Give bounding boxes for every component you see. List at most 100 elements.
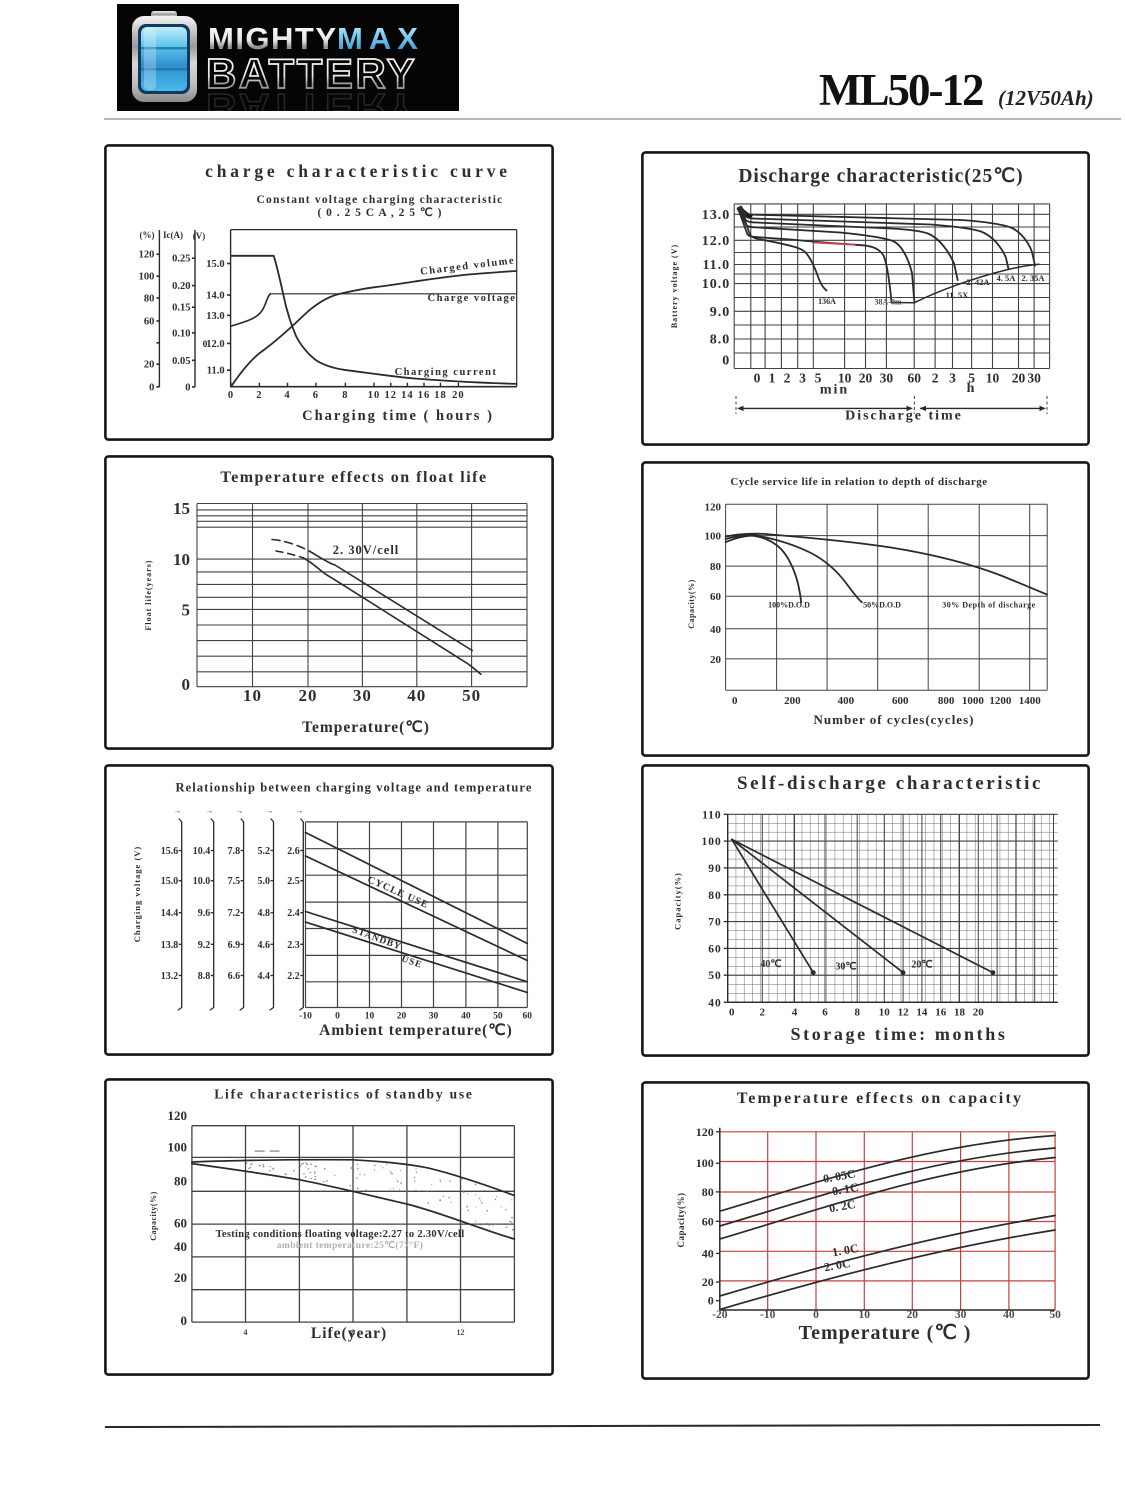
svg-text:8: 8 [342, 390, 348, 401]
svg-text:15.6: 15.6 [161, 846, 179, 857]
svg-text:50: 50 [708, 970, 722, 982]
svg-text:8: 8 [351, 1328, 355, 1337]
svg-text:0.15: 0.15 [172, 303, 190, 314]
svg-text:7.5: 7.5 [228, 876, 241, 887]
svg-text:0. 1C: 0. 1C [831, 1180, 860, 1198]
svg-text:2. 30V/cell: 2. 30V/cell [333, 543, 400, 557]
svg-text:9.6: 9.6 [198, 908, 211, 919]
svg-text:2. 0C: 2. 0C [823, 1256, 852, 1274]
svg-text:14: 14 [401, 390, 414, 401]
svg-text:7.2: 7.2 [228, 908, 241, 919]
svg-text:40℃: 40℃ [760, 959, 781, 970]
svg-text:0. 2C: 0. 2C [828, 1197, 857, 1215]
svg-text:0: 0 [729, 1007, 735, 1019]
svg-text:15: 15 [173, 499, 190, 518]
svg-text:0: 0 [732, 695, 738, 707]
svg-text:100%D.O.D: 100%D.O.D [768, 601, 810, 610]
svg-text:1. 0C: 1. 0C [831, 1241, 860, 1259]
svg-text:Life(year): Life(year) [311, 1325, 387, 1342]
svg-text:10: 10 [879, 1007, 891, 1019]
svg-text:30: 30 [429, 1012, 439, 1022]
svg-text:12: 12 [898, 1007, 910, 1019]
svg-text:10.0: 10.0 [702, 277, 731, 292]
svg-text:Ambient temperature(℃): Ambient temperature(℃) [319, 1022, 513, 1039]
svg-text:4: 4 [792, 1007, 798, 1019]
svg-text:2. 42A: 2. 42A [966, 277, 990, 287]
svg-text:80: 80 [144, 294, 155, 305]
svg-text:13.0: 13.0 [702, 208, 731, 223]
svg-text:13.0: 13.0 [206, 311, 224, 322]
svg-text:( 0 . 2 5 C A , 2 5 ℃ ): ( 0 . 2 5 C A , 2 5 ℃ ) [317, 206, 442, 219]
svg-text:120: 120 [168, 1108, 188, 1123]
svg-text:↓: ↓ [235, 810, 244, 814]
svg-text:12.0: 12.0 [206, 339, 224, 350]
svg-text:0: 0 [182, 675, 191, 694]
svg-text:15.0: 15.0 [161, 876, 179, 887]
svg-text:8: 8 [854, 1007, 860, 1019]
svg-text:20: 20 [144, 360, 155, 371]
svg-text:-10: -10 [299, 1012, 312, 1022]
svg-text:70: 70 [708, 917, 722, 929]
svg-text:-10: -10 [760, 1309, 776, 1321]
svg-text:200: 200 [784, 695, 801, 707]
svg-text:BATTERY: BATTERY [206, 85, 417, 111]
svg-text:Cycle service life in relation: Cycle service life in relation to depth … [730, 476, 987, 488]
svg-text:h: h [967, 381, 977, 396]
svg-text:40: 40 [407, 686, 426, 705]
svg-text:10: 10 [838, 371, 852, 386]
svg-text:5: 5 [182, 600, 191, 619]
svg-text:8.8: 8.8 [198, 971, 211, 982]
svg-text:2.6: 2.6 [287, 846, 300, 857]
svg-text:400: 400 [838, 695, 855, 707]
svg-text:ambient temperature:25℃(77°F): ambient temperature:25℃(77°F) [277, 1240, 423, 1251]
svg-text:MIGHTY: MIGHTY [208, 21, 338, 56]
svg-text:Discharge characteristic(25℃): Discharge characteristic(25℃) [738, 166, 1023, 187]
svg-text:136A: 136A [818, 297, 836, 306]
svg-text:Temperature(℃): Temperature(℃) [302, 719, 430, 736]
svg-text:80: 80 [710, 561, 722, 573]
svg-text:(%): (%) [140, 230, 155, 240]
svg-text:60: 60 [710, 591, 722, 603]
svg-text:14.0: 14.0 [206, 291, 224, 302]
svg-text:60: 60 [523, 1012, 533, 1022]
svg-text:0: 0 [335, 1012, 340, 1022]
svg-text:100: 100 [705, 531, 722, 543]
svg-text:Storage time: months: Storage time: months [791, 1024, 1008, 1044]
svg-text:1400: 1400 [1019, 695, 1041, 707]
svg-text:10: 10 [368, 390, 381, 401]
svg-text:800: 800 [938, 695, 955, 707]
svg-text:100: 100 [696, 1156, 714, 1170]
svg-text:10: 10 [859, 1309, 871, 1321]
svg-text:2.3: 2.3 [287, 940, 300, 951]
svg-text:3: 3 [799, 371, 806, 386]
svg-text:12: 12 [385, 390, 398, 401]
svg-text:20: 20 [859, 371, 873, 386]
svg-text:50: 50 [1049, 1309, 1061, 1321]
svg-text:6: 6 [822, 1007, 828, 1019]
svg-text:13.2: 13.2 [161, 971, 179, 982]
svg-text:40: 40 [702, 1246, 714, 1260]
svg-text:60: 60 [174, 1216, 187, 1231]
svg-text:0.05: 0.05 [172, 356, 190, 367]
svg-text:40: 40 [710, 624, 722, 636]
svg-text:80: 80 [174, 1174, 187, 1189]
svg-text:50%D.O.D: 50%D.O.D [863, 601, 901, 610]
svg-text:Discharge time: Discharge time [845, 409, 963, 424]
svg-text:0: 0 [722, 353, 730, 368]
svg-text:5: 5 [815, 371, 822, 386]
svg-text:18: 18 [434, 390, 447, 401]
svg-text:1200: 1200 [989, 695, 1012, 707]
svg-text:110: 110 [702, 809, 722, 821]
svg-text:120: 120 [705, 501, 722, 513]
svg-text:4.6: 4.6 [258, 940, 271, 951]
svg-text:20: 20 [299, 686, 318, 705]
svg-text:Relationship between charging: Relationship between charging voltage an… [175, 781, 532, 795]
svg-text:40: 40 [708, 997, 722, 1009]
svg-text:Constant voltage charging char: Constant voltage charging characteristic [257, 194, 504, 206]
svg-text:↓: ↓ [294, 810, 303, 814]
svg-text:10: 10 [173, 550, 190, 569]
svg-text:Battery voltage (V): Battery voltage (V) [670, 244, 679, 328]
svg-text:60: 60 [907, 371, 921, 386]
svg-text:20: 20 [702, 1275, 714, 1289]
svg-text:Float life(years): Float life(years) [144, 560, 153, 631]
